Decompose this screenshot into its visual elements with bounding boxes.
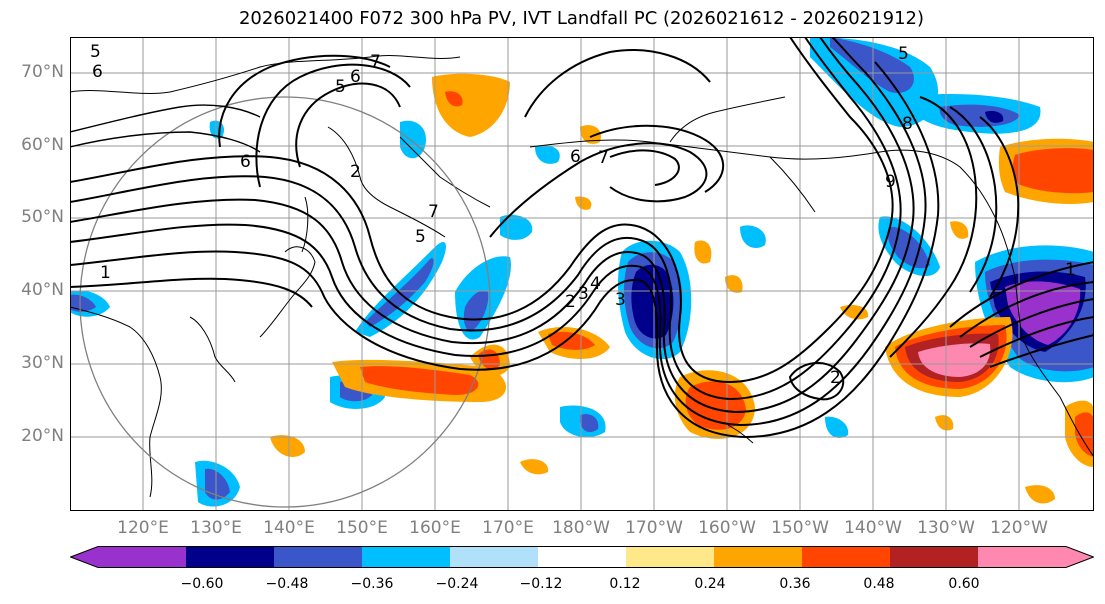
lon-label: 120°W: [990, 518, 1048, 538]
lat-label: 50°N: [21, 207, 64, 227]
lon-label: 170°W: [625, 518, 683, 538]
lon-label: 170°E: [482, 518, 534, 538]
colorbar-tick-label: 0.36: [779, 576, 811, 592]
contour-label: 4: [590, 274, 601, 294]
lat-label: 70°N: [21, 62, 64, 82]
colorbar-segment: [362, 546, 451, 568]
contour-label: 2: [830, 368, 841, 388]
lon-label: 160°E: [409, 518, 461, 538]
contour-label: 6: [570, 147, 581, 167]
colorbar-segment: [274, 546, 363, 568]
graticule: [70, 37, 1094, 511]
lon-label: 140°W: [844, 518, 902, 538]
coastlines: [70, 55, 1094, 498]
lon-label: 130°E: [190, 518, 242, 538]
colorbar-segment: [186, 546, 275, 568]
lat-label: 30°N: [21, 353, 64, 373]
colorbar-tick-label: −0.60: [180, 576, 224, 592]
colorbar-segment: [450, 546, 539, 568]
lat-label: 40°N: [21, 280, 64, 300]
contour-label: 7: [598, 148, 609, 168]
contour-label: 3: [578, 284, 589, 304]
contour-label: 7: [428, 202, 439, 222]
map-panel: 1 2 5 6 7 6 7 2 3 4 3 2 5 8 9 6 5 6 5 7 …: [70, 37, 1094, 511]
thin-contours: [70, 104, 261, 153]
contour-label: 7: [370, 52, 381, 72]
colorbar-tick-label: −0.12: [519, 576, 563, 592]
contour-label: 6: [240, 152, 251, 172]
contour-label: 5: [898, 44, 909, 64]
contour-label: 6: [350, 67, 361, 87]
contour-label: 1: [100, 263, 111, 283]
lon-label: 160°W: [698, 518, 756, 538]
contour-label: 8: [902, 114, 913, 134]
lat-label: 60°N: [21, 135, 64, 155]
contour-label: 6: [92, 62, 103, 82]
colorbar-segment: [802, 546, 891, 568]
colorbar-tick-label: −0.36: [350, 576, 394, 592]
colorbar-tick-label: 0.48: [863, 576, 895, 592]
colorbar: [70, 546, 1094, 568]
colorbar-tick-label: 0.12: [609, 576, 641, 592]
contour-label: 9: [885, 172, 896, 192]
colorbar-segment: [538, 546, 627, 568]
colorbar-segment: [626, 546, 715, 568]
lon-label: 150°W: [771, 518, 829, 538]
contour-label: 3: [615, 290, 626, 310]
contour-label: 2: [350, 162, 361, 182]
colorbar-segment: [978, 546, 1094, 568]
contour-label: 2: [565, 292, 576, 312]
lon-label: 180°W: [552, 518, 610, 538]
lon-label: 150°E: [336, 518, 388, 538]
contour-label-group: 1 2 5 6 7 6 7 2 3 4 3 2 5 8 9 6 5 6 5 7 …: [90, 42, 1076, 388]
colorbar-tick-label: 0.60: [948, 576, 980, 592]
colorbar-segment: [890, 546, 979, 568]
contour-label: 1: [1065, 260, 1076, 280]
colorbar-tick-label: −0.24: [435, 576, 479, 592]
lat-label: 20°N: [21, 426, 64, 446]
map-title: 2026021400 F072 300 hPa PV, IVT Landfall…: [238, 8, 925, 29]
range-circle: [79, 96, 491, 508]
contour-label: 5: [415, 227, 426, 247]
contour-label: 5: [335, 77, 346, 97]
contour-lines: [70, 37, 1094, 439]
lon-label: 130°W: [917, 518, 975, 538]
contour-label: 5: [90, 42, 101, 62]
colorbar-tick-label: −0.48: [265, 576, 309, 592]
colorbar-segment: [70, 546, 186, 568]
colorbar-segment: [714, 546, 803, 568]
lon-label: 120°E: [117, 518, 169, 538]
colorbar-tick-label: 0.24: [694, 576, 726, 592]
lon-label: 140°E: [263, 518, 315, 538]
